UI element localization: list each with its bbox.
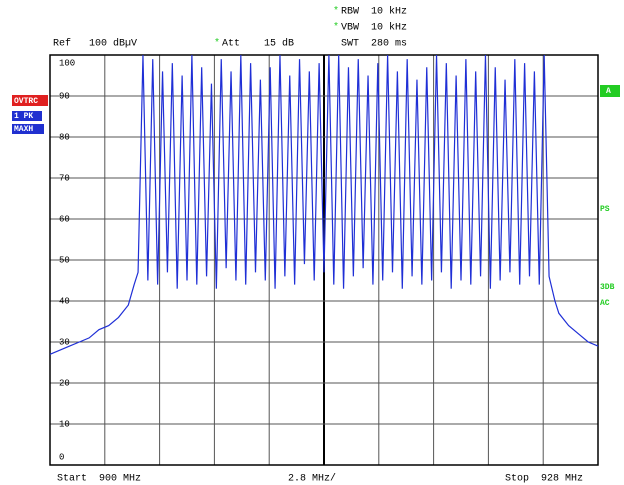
y-tick-label: 40 [59,296,70,306]
ac-label: AC [600,299,610,308]
stop-freq: Stop 928 MHz [505,474,583,485]
y-tick-label: 90 [59,91,70,101]
changed-marker: * [214,38,220,50]
changed-marker: * [333,6,339,18]
y-tick-label: 20 [59,378,70,388]
trace [49,54,599,355]
y-tick-label: 70 [59,173,70,183]
3db-label: 3DB [600,283,615,292]
trace-label: 1 PK [14,112,33,121]
y-tick-label: 60 [59,214,70,224]
sweep-time: SWT 280 ms [341,39,407,50]
span-per-div: 2.8 MHz/ [288,473,336,485]
detector-label: MAXH [14,125,33,134]
y-tick-label: 10 [59,419,70,429]
ref-level: Ref 100 dBµV [53,38,137,50]
ps-label: PS [600,205,610,214]
rbw: RBW 10 kHz [341,6,407,18]
start-freq: Start 900 MHz [57,474,141,485]
a-label: A [606,87,611,96]
y-tick-label: 0 [59,452,64,462]
attenuation: Att 15 dB [222,38,294,50]
detector-badge [12,124,44,134]
changed-marker: * [333,22,339,34]
y-tick-label: 30 [59,337,70,347]
ovtrc-label: OVTRC [14,97,38,106]
vbw: VBW 10 kHz [341,22,407,34]
y-tick-label: 100 [59,58,75,68]
trace-badge [12,111,42,121]
plot-border [49,54,599,466]
y-tick-label: 50 [59,255,70,265]
a-badge [600,85,620,97]
y-tick-label: 80 [59,132,70,142]
ovtrc-badge [12,95,48,106]
